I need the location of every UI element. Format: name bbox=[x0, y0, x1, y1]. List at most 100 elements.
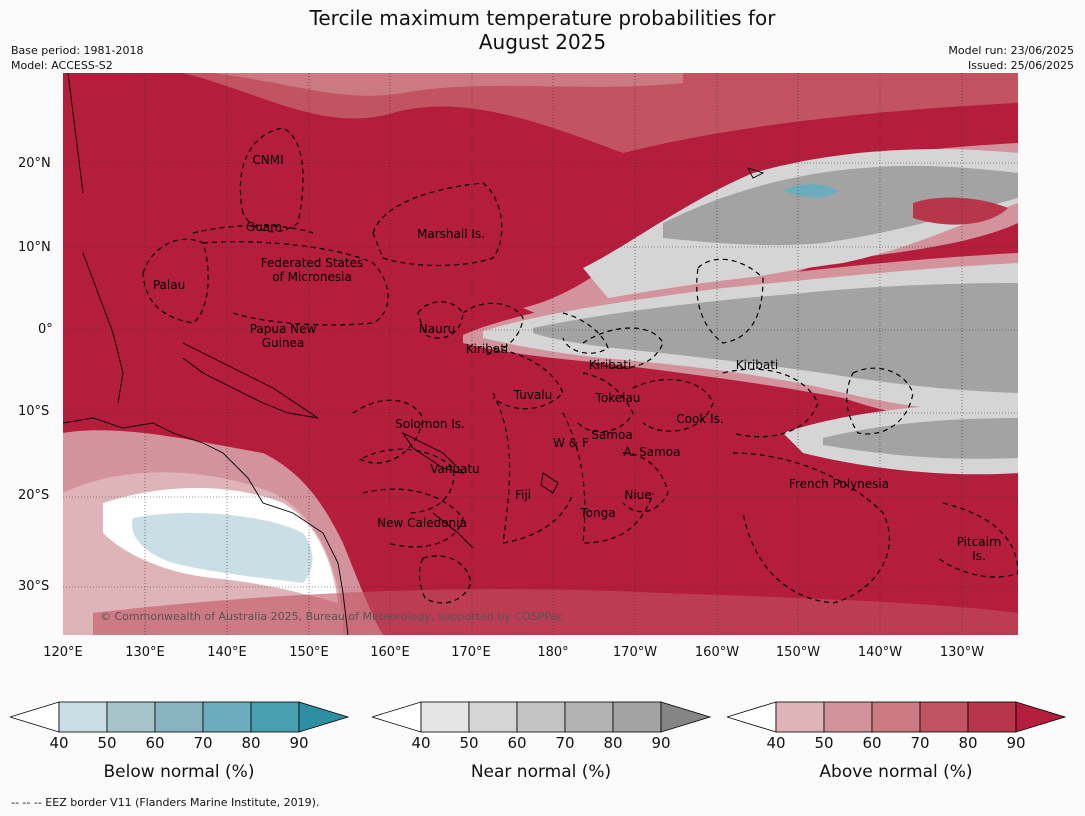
colorbar-near-bin-60 bbox=[516, 701, 566, 733]
colorbar-below-bin-40 bbox=[58, 701, 108, 733]
colorbar-above-bin-50 bbox=[823, 701, 873, 733]
colorbar-near-bin-40 bbox=[420, 701, 470, 733]
lon-label-140e: 140°E bbox=[207, 645, 247, 660]
lon-label-160w: 160°W bbox=[694, 645, 740, 660]
map-area bbox=[63, 73, 1018, 635]
colorbar-above-high-arrow bbox=[1015, 701, 1067, 733]
colorbar-below-tick-60: 60 bbox=[145, 734, 165, 752]
colorbar-below-tick-70: 70 bbox=[193, 734, 213, 752]
region-solomon: Solomon Is. bbox=[395, 417, 465, 431]
upper-red-patch bbox=[913, 197, 1008, 225]
colorbar-near-tick-40: 40 bbox=[411, 734, 431, 752]
region-niue: Niue bbox=[624, 488, 652, 502]
eez-footnote: -- -- -- EEZ border V11 (Flanders Marine… bbox=[11, 796, 320, 809]
colorbar-below-normal: 40 50 60 70 80 90 Below normal (%) bbox=[8, 700, 350, 782]
lon-label-160e: 160°E bbox=[370, 645, 410, 660]
region-marshall: Marshall Is. bbox=[417, 227, 485, 241]
colorbar-near-bin-70 bbox=[564, 701, 614, 733]
issued-date: Issued: 25/06/2025 bbox=[967, 59, 1074, 72]
colorbar-near-bin-50 bbox=[468, 701, 518, 733]
region-fsm-line2: of Micronesia bbox=[272, 270, 352, 284]
south-moderate-band bbox=[93, 589, 1018, 635]
lon-label-150e: 150°E bbox=[289, 645, 329, 660]
colorbar-below-tick-80: 80 bbox=[241, 734, 261, 752]
colorbar-above-bin-60 bbox=[871, 701, 921, 733]
lat-label-0: 0° bbox=[38, 322, 53, 337]
colorbar-above-normal: 40 50 60 70 80 90 Above normal (%) bbox=[725, 700, 1067, 782]
lat-label-10n: 10°N bbox=[18, 240, 51, 255]
colorbar-above-tick-60: 60 bbox=[862, 734, 882, 752]
title-line-1: Tercile maximum temperature probabilitie… bbox=[309, 6, 776, 30]
colorbar-below-swatches bbox=[8, 701, 350, 733]
map-title: Tercile maximum temperature probabilitie… bbox=[0, 6, 1085, 54]
lat-label-20s: 20°S bbox=[18, 488, 50, 503]
lon-label-150w: 150°W bbox=[775, 645, 821, 660]
main-near-normal-mid bbox=[533, 283, 1018, 393]
eez-borders bbox=[142, 127, 1018, 604]
colorbar-near-tick-50: 50 bbox=[459, 734, 479, 752]
colorbar-near-tick-80: 80 bbox=[603, 734, 623, 752]
lat-label-20n: 20°N bbox=[18, 156, 51, 171]
region-cook: Cook Is. bbox=[676, 412, 724, 426]
region-french-polynesia: French Polynesia bbox=[788, 477, 890, 491]
region-fiji: Fiji bbox=[514, 488, 532, 502]
colorbar-above-tick-90: 90 bbox=[1006, 734, 1026, 752]
meta-left: Base period: 1981-2018 Model: ACCESS-S2 bbox=[11, 43, 143, 73]
colorbar-below-label: Below normal (%) bbox=[103, 762, 255, 782]
region-kiribati-east: Kiribati bbox=[735, 358, 779, 372]
colorbar-near-label: Near normal (%) bbox=[470, 762, 612, 782]
region-wallis-futuna: W & F bbox=[553, 436, 589, 450]
lon-label-130e: 130°E bbox=[125, 645, 165, 660]
title-line-2: August 2025 bbox=[478, 30, 607, 54]
region-png-line2: Guinea bbox=[261, 336, 305, 350]
colorbar-above-low-arrow bbox=[725, 701, 777, 733]
region-png-line1: Papua New bbox=[249, 322, 317, 336]
lon-label-130w: 130°W bbox=[939, 645, 985, 660]
probability-map bbox=[63, 73, 1018, 635]
colorbar-below-low-arrow bbox=[8, 701, 60, 733]
colorbar-below-high-arrow bbox=[298, 701, 350, 733]
region-kiribati-central: Kiribati bbox=[588, 358, 632, 372]
region-cnmi: CNMI bbox=[252, 153, 284, 167]
north-light-band bbox=[213, 73, 683, 96]
copyright-notice: © Commonwealth of Australia 2025, Bureau… bbox=[100, 610, 564, 623]
lon-label-170e: 170°E bbox=[451, 645, 491, 660]
colorbar-near-tick-60: 60 bbox=[507, 734, 527, 752]
colorbar-near-tick-70: 70 bbox=[555, 734, 575, 752]
colorbar-above-tick-40: 40 bbox=[766, 734, 786, 752]
region-new-caledonia: New Caledonia bbox=[377, 516, 467, 530]
australia-below-normal bbox=[132, 513, 313, 583]
region-american-samoa: A. Samoa bbox=[623, 445, 681, 459]
colorbar-below-bin-70 bbox=[202, 701, 252, 733]
colorbar-near-bin-80 bbox=[612, 701, 662, 733]
colorbar-above-bin-80 bbox=[967, 701, 1017, 733]
region-tuvalu: Tuvalu bbox=[513, 388, 553, 402]
colorbar-near-swatches bbox=[370, 701, 712, 733]
region-guam: Guam bbox=[246, 220, 282, 234]
graticule bbox=[63, 73, 1018, 635]
region-samoa: Samoa bbox=[591, 428, 633, 442]
lat-label-10s: 10°S bbox=[18, 404, 50, 419]
region-nauru: Nauru bbox=[418, 322, 456, 336]
colorbar-below-bin-80 bbox=[250, 701, 300, 733]
colorbar-below-tick-90: 90 bbox=[289, 734, 309, 752]
region-pitcairn: Pitcairn Is. bbox=[957, 535, 1002, 563]
lat-label-30s: 30°S bbox=[18, 579, 50, 594]
below-normal-spot bbox=[783, 184, 838, 198]
colorbar-below-tick-50: 50 bbox=[97, 734, 117, 752]
colorbar-above-bin-40 bbox=[775, 701, 825, 733]
colorbar-above-tick-70: 70 bbox=[910, 734, 930, 752]
meta-right: Model run: 23/06/2025 Issued: 25/06/2025 bbox=[948, 43, 1074, 73]
region-palau: Palau bbox=[152, 278, 186, 292]
region-vanuatu: Vanuatu bbox=[430, 462, 480, 476]
model-name: Model: ACCESS-S2 bbox=[11, 59, 113, 72]
colorbar-above-label: Above normal (%) bbox=[819, 762, 973, 782]
region-tonga: Tonga bbox=[580, 506, 616, 520]
southeast-near-normal-mid bbox=[823, 418, 1018, 459]
region-pitcairn-line1: Pitcairn bbox=[956, 535, 1002, 549]
region-fsm-line1: Federated States bbox=[260, 256, 364, 270]
colorbar-above-tick-80: 80 bbox=[958, 734, 978, 752]
lon-label-180: 180° bbox=[537, 645, 569, 660]
colorbar-above-bin-70 bbox=[919, 701, 969, 733]
region-png: Papua New Guinea bbox=[250, 322, 317, 350]
